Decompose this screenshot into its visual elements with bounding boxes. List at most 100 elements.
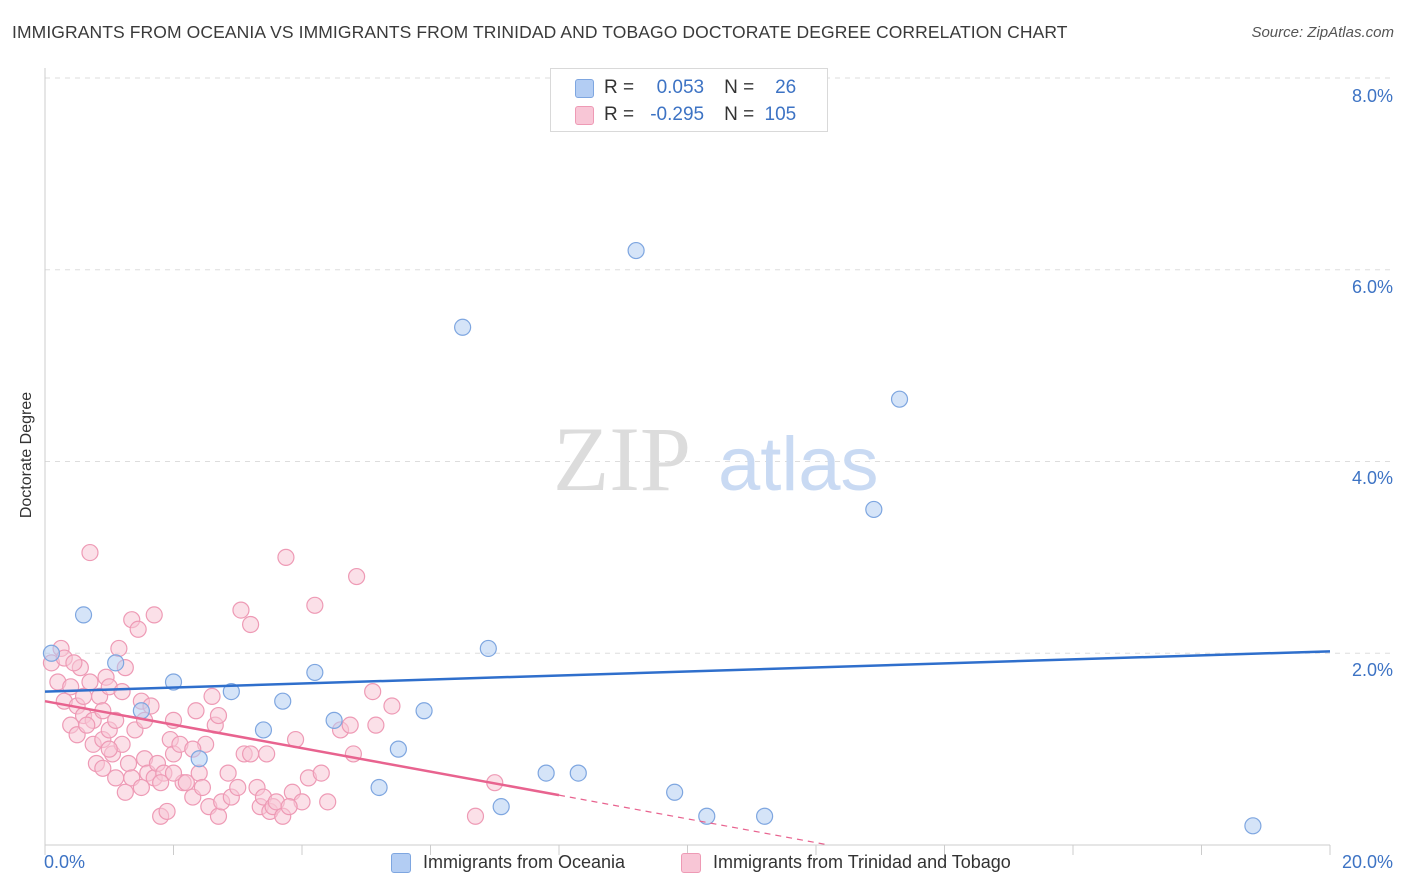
point-trinidad — [280, 798, 298, 816]
point-trinidad — [383, 697, 401, 715]
legend-item-oceania[interactable]: Immigrants from Oceania — [391, 852, 625, 873]
point-trinidad — [341, 716, 359, 734]
point-oceania — [389, 740, 407, 758]
point-oceania — [132, 702, 150, 720]
point-trinidad — [209, 706, 228, 725]
point-oceania — [698, 807, 716, 825]
r-label: R = — [604, 77, 635, 98]
point-oceania — [190, 750, 208, 768]
x-tick-label-0: 0.0% — [44, 852, 86, 872]
point-trinidad — [132, 778, 150, 797]
point-oceania — [254, 721, 273, 739]
point-oceania — [1244, 817, 1262, 835]
watermark-zip: ZIP — [553, 408, 691, 510]
trend-line-oceania — [44, 650, 1331, 693]
legend-label-oceania: Immigrants from Oceania — [423, 852, 626, 872]
point-trinidad — [190, 764, 208, 782]
point-oceania — [164, 673, 183, 691]
point-trinidad — [94, 759, 112, 777]
legend-item-trinidad[interactable]: Immigrants from Trinidad and Tobago — [681, 852, 1011, 873]
trinidad-legend-swatch — [681, 852, 701, 873]
point-trinidad — [258, 745, 276, 763]
oceania-swatch — [575, 78, 594, 98]
r-value-oceania: 0.053 — [656, 77, 705, 98]
series-legend: Immigrants from Oceania Immigrants from … — [0, 852, 1406, 878]
point-trinidad — [152, 774, 170, 792]
point-trinidad — [219, 764, 237, 782]
point-trinidad — [367, 716, 385, 734]
r-label: R = — [604, 104, 635, 125]
point-oceania — [370, 778, 388, 797]
point-oceania — [890, 390, 909, 408]
n-label: N = — [724, 104, 755, 125]
point-trinidad — [164, 764, 183, 782]
point-trinidad — [364, 682, 382, 701]
y-tick-label-8: 8.0% — [1351, 86, 1393, 106]
grid-layer — [44, 68, 1392, 855]
y-tick-label-4: 4.0% — [1351, 468, 1393, 488]
point-oceania — [537, 764, 555, 782]
trinidad-swatch — [575, 105, 594, 125]
point-trinidad — [81, 673, 99, 691]
point-trinidad — [466, 807, 485, 825]
stats-legend: R = 0.053 N = 26 R = -0.295 N = 105 — [550, 68, 828, 132]
point-oceania — [569, 764, 587, 782]
point-oceania — [479, 639, 497, 658]
point-oceania — [454, 318, 472, 336]
point-oceania — [492, 798, 510, 816]
point-oceania — [274, 692, 292, 710]
point-trinidad — [193, 778, 212, 797]
point-trinidad — [277, 548, 295, 566]
point-trinidad — [306, 596, 324, 614]
series-oceania-points — [42, 241, 1262, 835]
point-trinidad — [78, 716, 96, 734]
source-credit: Source: ZipAtlas.com — [1251, 24, 1394, 41]
point-oceania — [306, 663, 324, 682]
point-trinidad — [81, 543, 99, 562]
point-trinidad — [129, 620, 147, 638]
point-trinidad — [177, 774, 195, 792]
point-trinidad — [319, 793, 337, 811]
point-oceania — [325, 711, 343, 729]
point-trinidad — [229, 778, 247, 797]
point-trinidad — [110, 639, 128, 658]
point-trinidad — [145, 606, 163, 624]
y-tick-label-2: 2.0% — [1351, 660, 1393, 680]
point-trinidad — [65, 654, 83, 672]
r-value-trinidad: -0.295 — [650, 104, 705, 125]
point-trinidad — [232, 601, 250, 619]
point-oceania — [627, 241, 645, 260]
point-trinidad — [242, 745, 260, 763]
point-oceania — [107, 654, 125, 672]
point-trinidad — [158, 802, 176, 821]
point-trinidad — [312, 764, 330, 782]
y-tick-label-6: 6.0% — [1351, 277, 1393, 297]
n-label: N = — [724, 77, 755, 98]
point-trinidad — [113, 682, 131, 701]
trend-line-trinidad-extension — [558, 794, 829, 846]
n-value-oceania: 26 — [775, 77, 797, 98]
point-trinidad — [119, 754, 138, 773]
point-trinidad — [242, 615, 260, 634]
point-oceania — [42, 644, 61, 662]
legend-label-trinidad: Immigrants from Trinidad and Tobago — [713, 852, 1011, 872]
point-trinidad — [209, 807, 228, 825]
point-trinidad — [203, 687, 221, 705]
point-oceania — [415, 702, 433, 720]
series-trinidad-points — [42, 543, 504, 825]
point-oceania — [666, 783, 684, 801]
watermark-atlas: atlas — [718, 422, 879, 507]
n-value-trinidad: 105 — [764, 104, 797, 125]
point-trinidad — [348, 567, 366, 586]
chart-title: IMMIGRANTS FROM OCEANIA VS IMMIGRANTS FR… — [12, 22, 1068, 42]
oceania-legend-swatch — [391, 852, 411, 873]
stats-row-oceania: R = 0.053 N = 26 — [575, 77, 796, 99]
point-oceania — [865, 500, 883, 519]
trend-line-trinidad — [44, 699, 560, 797]
x-tick-label-1: 20.0% — [1341, 852, 1393, 872]
point-trinidad — [107, 711, 125, 729]
point-trinidad — [187, 702, 205, 720]
point-trinidad — [100, 740, 118, 758]
point-oceania — [222, 682, 240, 701]
